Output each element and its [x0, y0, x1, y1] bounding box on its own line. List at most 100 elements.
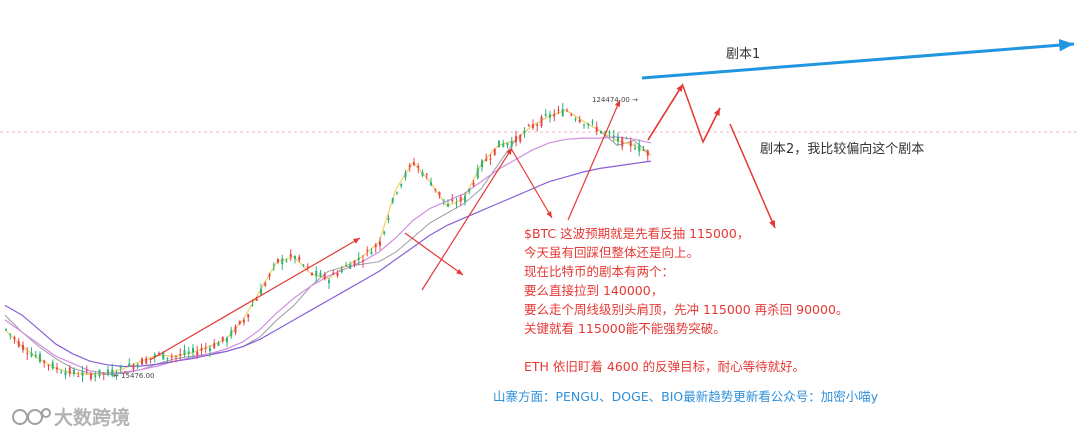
candle-body: [323, 273, 326, 280]
candle-body: [34, 355, 37, 357]
candle-body: [383, 231, 386, 234]
candle-body: [141, 358, 143, 365]
scenario-2-up-arrow-head: [676, 84, 683, 92]
scenario-1-arrow: [641, 42, 1075, 80]
candle-body: [221, 336, 224, 342]
candle-body: [642, 149, 645, 151]
candle-body: [464, 195, 466, 202]
candle-body: [366, 249, 369, 251]
candle-body: [472, 182, 475, 186]
candle-body: [400, 183, 403, 187]
scenario-1-arrow-head: [1058, 38, 1074, 52]
candle-body: [608, 132, 611, 134]
scenario-2-down-arrow-head: [769, 220, 775, 228]
note-line: 要么直接拉到 140000，: [524, 283, 664, 298]
candle-body: [536, 124, 539, 126]
low-price-label: ← 15476.00: [113, 372, 155, 380]
candle-body: [85, 370, 88, 372]
note-line: [524, 338, 848, 357]
candle-body: [485, 158, 488, 161]
scenario-2-shoulder: [682, 85, 721, 144]
scenario-2-shoulder-arrow-head: [713, 108, 720, 116]
candle-body: [230, 330, 233, 337]
trend-arrow-2-head: [456, 269, 463, 275]
candle-body: [5, 329, 7, 331]
candle-body: [175, 356, 177, 358]
candle-body: [183, 349, 186, 355]
candle-body: [498, 140, 500, 148]
note-line: ETH 依旧盯着 4600 的反弹目标，耐心等待就好。: [524, 359, 806, 374]
note-line: 关键就看 115000能不能强势突破。: [524, 321, 726, 336]
candle-body: [646, 150, 649, 156]
candle-body: [264, 283, 267, 286]
candle-body: [417, 166, 420, 168]
candle-body: [217, 342, 220, 346]
candle-body: [578, 119, 581, 123]
candle-body: [192, 347, 194, 353]
trend-arrow-3-head: [506, 148, 512, 155]
candle-body: [332, 272, 335, 275]
candle-body: [277, 258, 279, 263]
candle-body: [77, 375, 80, 377]
candle-body: [43, 360, 46, 363]
candle-body: [153, 354, 156, 358]
candle-body: [532, 124, 534, 128]
candle-body: [621, 137, 624, 147]
trend-arrow-4: [511, 149, 553, 219]
candle-body: [561, 108, 564, 117]
candle-body: [544, 113, 547, 116]
candle-body: [349, 264, 352, 270]
candle-body: [345, 265, 347, 267]
candle-body: [272, 264, 275, 266]
candle-body: [336, 273, 339, 276]
trend-arrow-1-head: [353, 238, 360, 244]
candle-body: [404, 172, 407, 178]
candle-body: [22, 344, 24, 350]
candle-body: [527, 125, 530, 127]
candle-body: [413, 162, 415, 165]
candle-body: [357, 257, 360, 260]
candle-body: [170, 356, 173, 358]
candle-body: [451, 199, 454, 202]
candle-body: [595, 127, 598, 132]
candle-body: [111, 369, 114, 376]
footer-note: 山寨方面：PENGU、DOGE、BIO最新趋势更新看公众号：加密小喵y: [493, 389, 879, 404]
candle-body: [213, 343, 216, 349]
candle-body: [51, 362, 54, 369]
candle-body: [128, 363, 131, 367]
candle-body: [251, 304, 254, 306]
candle-body: [81, 371, 84, 377]
candle-body: [132, 364, 135, 370]
analysis-note: $BTC 这波预期就是先看反抽 115000， 今天虽有回踩但整体还是向上。 现…: [524, 224, 848, 376]
candle-body: [353, 260, 356, 266]
candle-body: [209, 347, 211, 351]
candle-body: [455, 203, 458, 205]
candle-body: [468, 188, 471, 192]
candle-body: [285, 260, 288, 262]
candle-body: [574, 118, 577, 120]
candle-body: [557, 109, 560, 111]
candle-body: [243, 320, 245, 323]
scenario-2-down-arrow: [729, 123, 776, 229]
candle-body: [306, 266, 309, 268]
candle-body: [73, 370, 75, 374]
candle-body: [187, 351, 190, 354]
scenario-1-label: 剧本1: [726, 47, 761, 62]
scenario-2-up-arrow: [647, 83, 684, 141]
candle-body: [268, 274, 271, 277]
candle-body: [328, 280, 330, 284]
candle-body: [255, 299, 258, 301]
candle-body: [570, 114, 573, 116]
candle-body: [166, 357, 169, 359]
candle-body: [438, 191, 441, 196]
candle-body: [39, 354, 41, 362]
trend-arrow-1: [149, 237, 361, 361]
candle-body: [119, 366, 122, 369]
high-price-label: 124474.00 →: [592, 96, 638, 104]
watermark-text: 大数跨境: [54, 407, 131, 429]
candle-body: [481, 160, 483, 168]
candle-body: [124, 371, 126, 373]
candle-body: [247, 314, 250, 318]
candle-body: [493, 148, 496, 155]
candle-body: [162, 351, 165, 360]
